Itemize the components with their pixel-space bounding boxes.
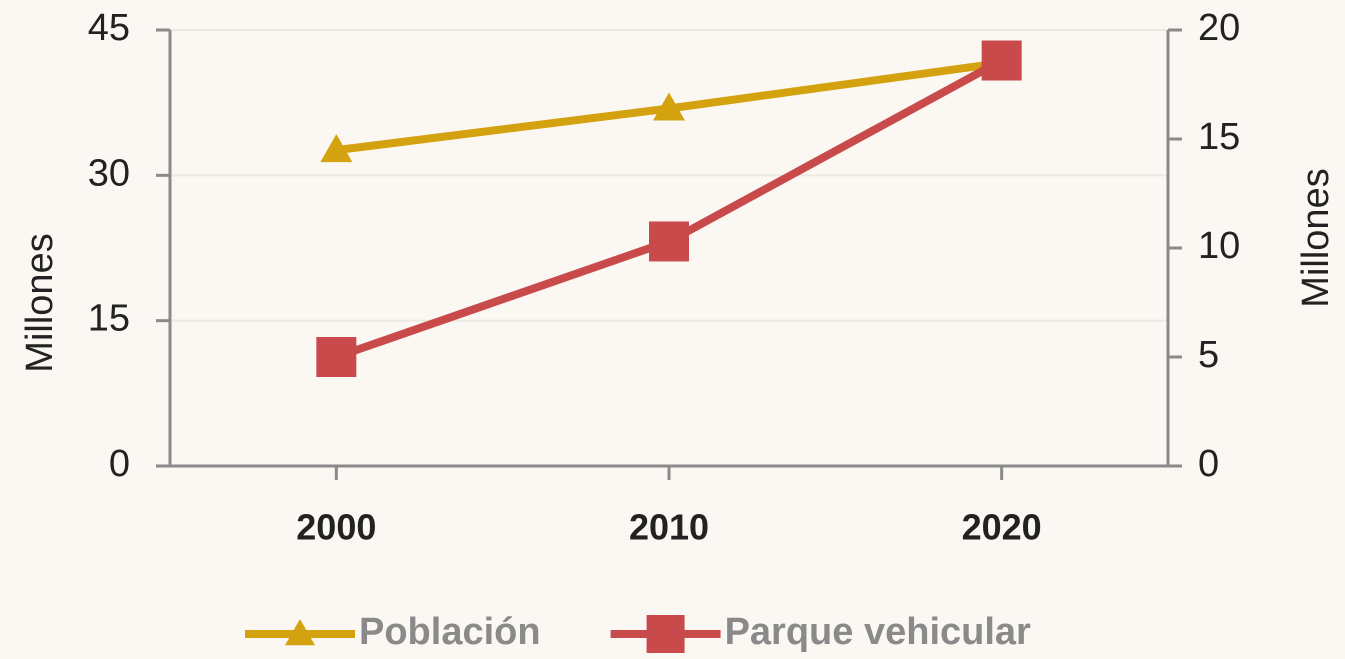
y-axis-title: Millones — [19, 233, 61, 372]
x-tick-label: 2020 — [962, 507, 1042, 548]
y2-tick-label: 5 — [1198, 334, 1219, 376]
y2-tick-label: 10 — [1198, 225, 1240, 267]
marker — [285, 619, 315, 646]
marker — [653, 92, 685, 121]
marker — [649, 221, 689, 262]
marker — [316, 337, 357, 377]
legend-label: Parque vehicular — [725, 611, 1031, 653]
x-tick-label: 2010 — [629, 507, 709, 548]
y-tick-label: 30 — [88, 152, 130, 194]
y-tick-label: 45 — [88, 7, 130, 49]
y2-tick-label: 20 — [1198, 7, 1240, 49]
x-tick-label: 2000 — [296, 507, 376, 548]
marker — [646, 615, 685, 653]
marker — [320, 134, 353, 163]
y2-tick-label: 0 — [1198, 443, 1219, 485]
marker — [981, 40, 1022, 81]
legend-label: Población — [359, 611, 541, 653]
y-tick-label: 15 — [88, 298, 130, 340]
y2-tick-label: 15 — [1198, 116, 1240, 158]
y2-axis-title: Millones — [1295, 168, 1337, 307]
y-tick-label: 0 — [109, 443, 130, 485]
